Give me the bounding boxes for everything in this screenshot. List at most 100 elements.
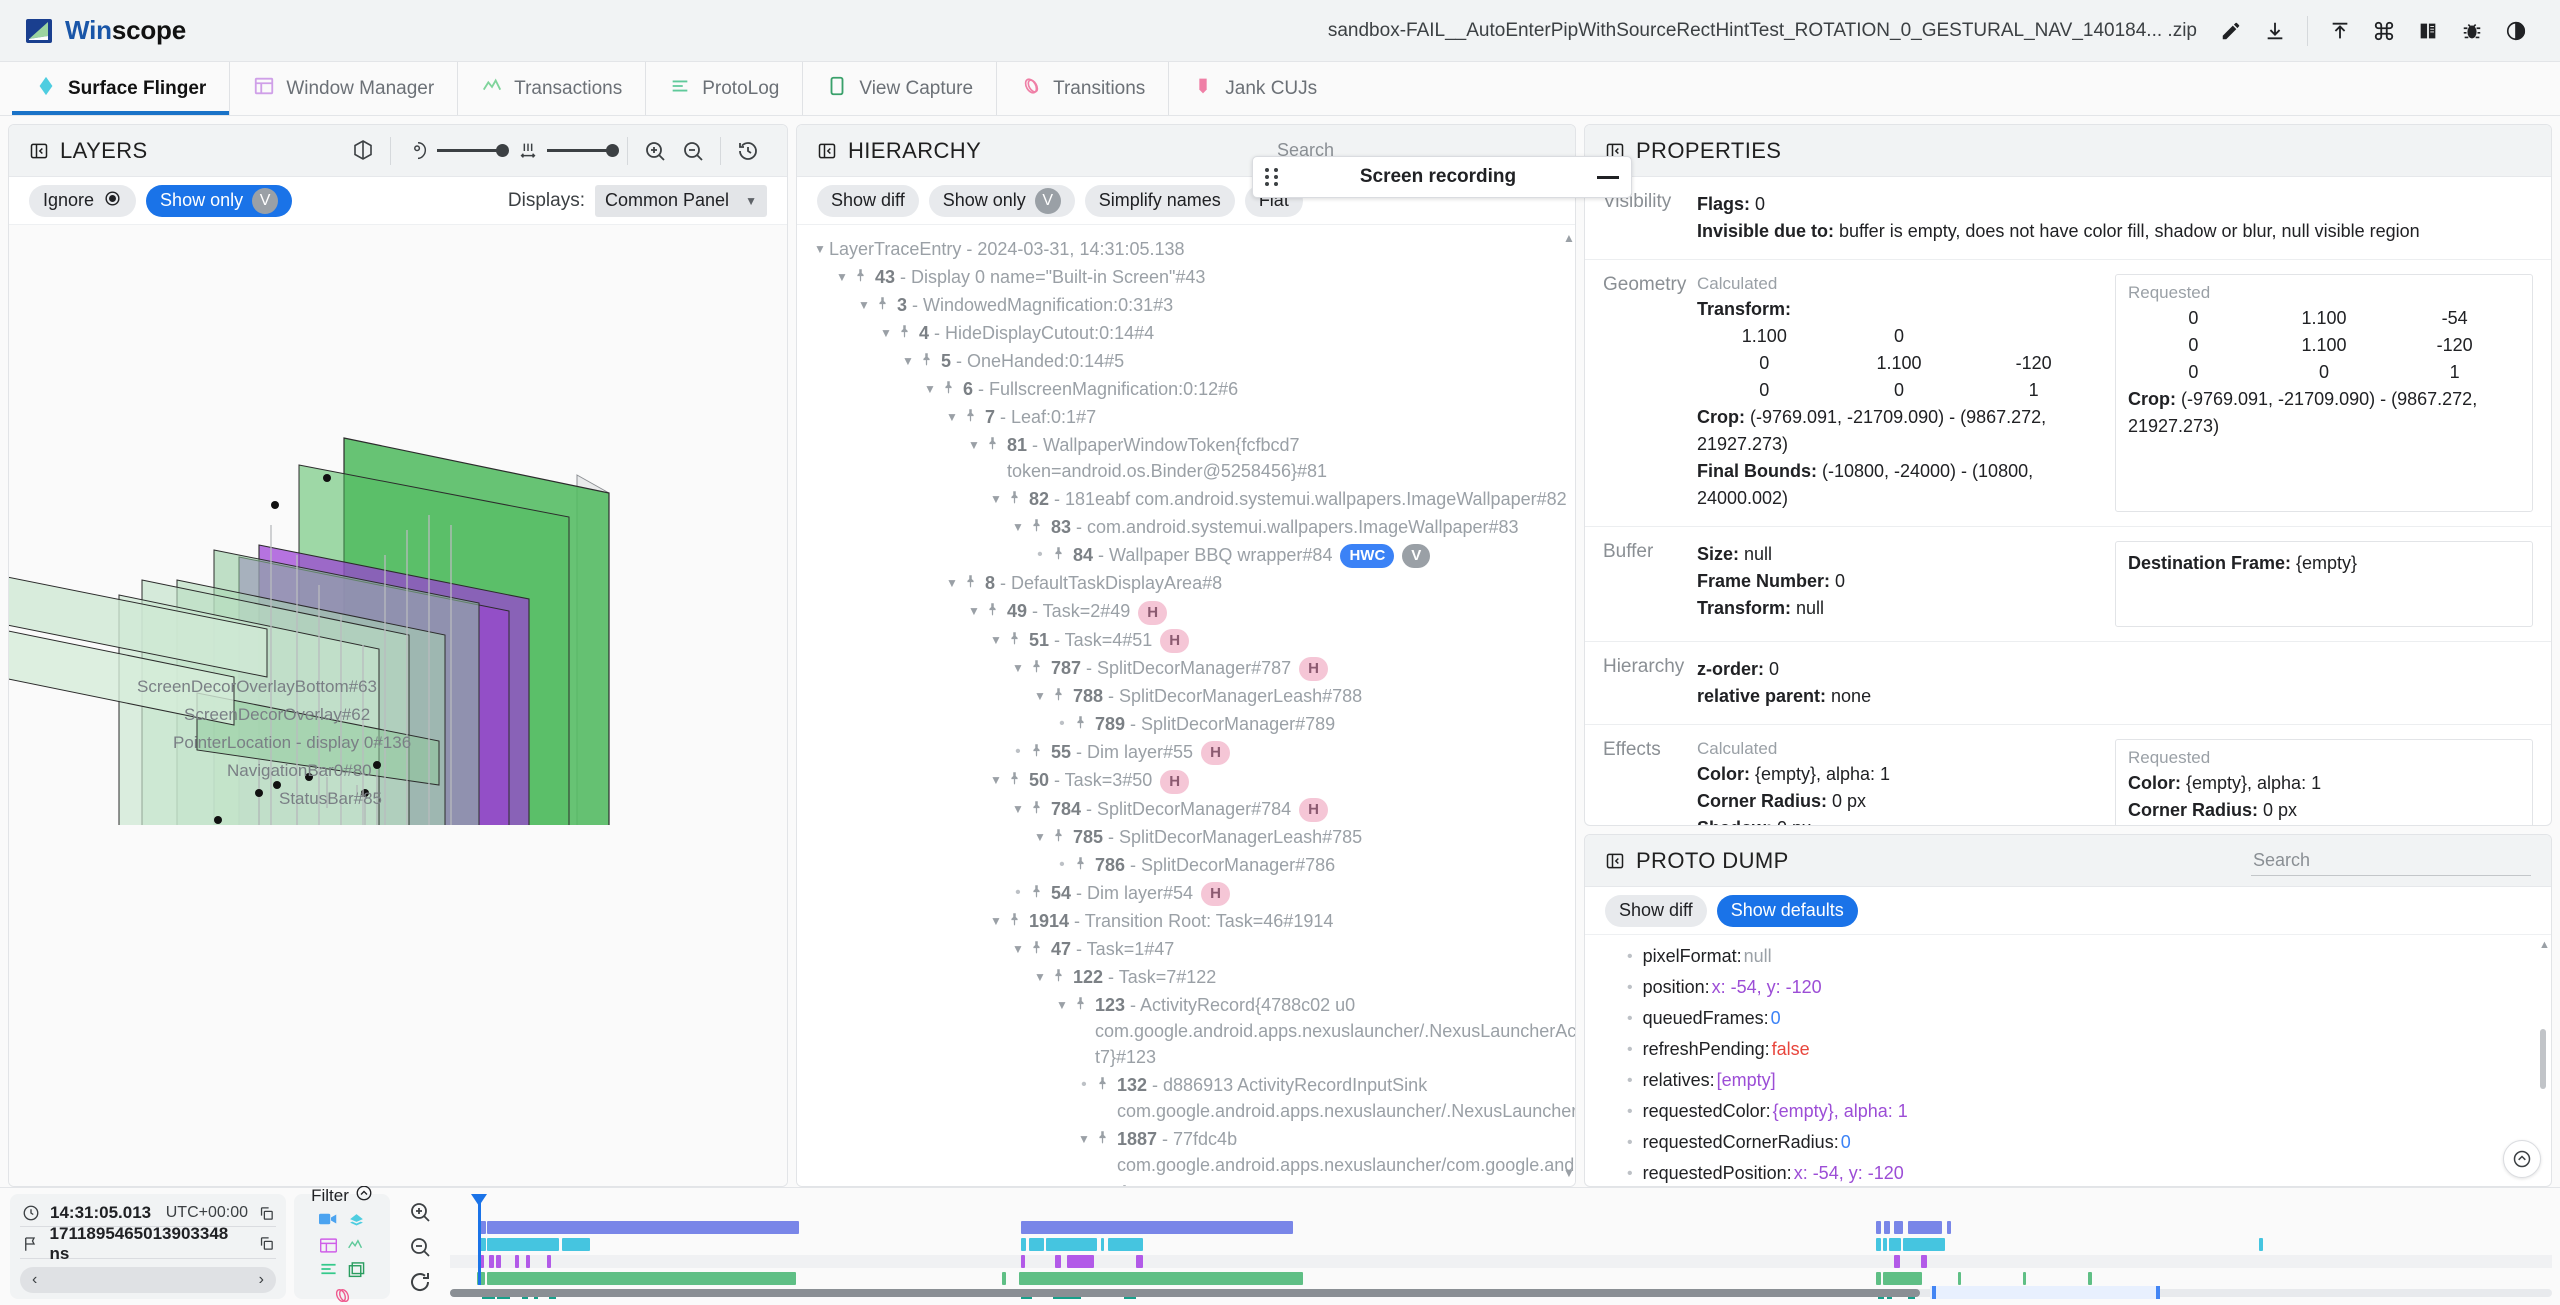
- trace-block[interactable]: [2087, 1272, 2092, 1285]
- proto-dump-item[interactable]: • requestedPosition: x: -54, y: -120: [1585, 1158, 2551, 1186]
- trace-block[interactable]: [2258, 1238, 2264, 1251]
- trace-block[interactable]: [1889, 1238, 1901, 1251]
- proto-dump-item[interactable]: • position: x: -54, y: -120: [1585, 972, 2551, 1003]
- tab-surface-flinger[interactable]: Surface Flinger: [12, 62, 231, 115]
- restore-icon[interactable]: [729, 132, 767, 170]
- upload-icon[interactable]: [2318, 9, 2362, 53]
- trace-block[interactable]: [1055, 1255, 1061, 1268]
- tree-node[interactable]: • 84 - Wallpaper BBQ wrapper#84 HWC V: [797, 541, 1575, 569]
- pin-icon[interactable]: [897, 320, 913, 346]
- pin-icon[interactable]: [1051, 542, 1067, 568]
- tree-node[interactable]: ▼ 82 - 181eabf com.android.systemui.wallp…: [797, 485, 1575, 513]
- trace-block[interactable]: [1893, 1221, 1903, 1234]
- trace-block[interactable]: [546, 1255, 552, 1268]
- edit-icon[interactable]: [2209, 9, 2253, 53]
- trace-block[interactable]: [1020, 1238, 1027, 1251]
- tree-node[interactable]: ▼ 785 - SplitDecorManagerLeash#785: [797, 823, 1575, 851]
- pin-icon[interactable]: [1073, 852, 1089, 878]
- tree-node[interactable]: ▼ 123 - ActivityRecord{4788c02 u0 com.goo…: [797, 991, 1575, 1071]
- expand-collapse-caret-icon[interactable]: ▼: [1034, 689, 1046, 703]
- prev-entry-button[interactable]: ‹: [32, 1271, 38, 1289]
- trace-block[interactable]: [1002, 1272, 1006, 1285]
- tree-node[interactable]: ▼ 81 - WallpaperWindowToken{fcfbcd7 token…: [797, 431, 1575, 485]
- trace-block[interactable]: [480, 1238, 486, 1251]
- proto-scrollbar[interactable]: ▲: [2539, 939, 2550, 1182]
- trace-block[interactable]: [1884, 1221, 1890, 1234]
- pin-icon[interactable]: [853, 264, 869, 290]
- scroll-up-arrow-icon[interactable]: ▲: [1562, 231, 1575, 245]
- pin-icon[interactable]: [1095, 1126, 1111, 1152]
- timeline-playhead[interactable]: [471, 1194, 487, 1285]
- expand-collapse-caret-icon[interactable]: ▼: [858, 298, 870, 312]
- proto-dump-search[interactable]: Search: [2250, 846, 2531, 876]
- next-entry-button[interactable]: ›: [258, 1271, 264, 1289]
- tab-protolog[interactable]: ProtoLog: [646, 62, 804, 115]
- minimize-icon[interactable]: [1597, 175, 1619, 179]
- pin-icon[interactable]: [963, 570, 979, 596]
- timeline-scrollbar-thumb[interactable]: [450, 1289, 1920, 1297]
- show-defaults-button[interactable]: Show defaults: [1716, 894, 1858, 927]
- trace-block[interactable]: [489, 1255, 494, 1268]
- expand-collapse-caret-icon[interactable]: ▼: [1034, 829, 1046, 844]
- show-only-button[interactable]: Show only V: [928, 184, 1075, 217]
- surface-flinger-icon[interactable]: [348, 1212, 365, 1234]
- tree-node[interactable]: ▼ 1887 - 77fdc4b com.google.android.apps.…: [797, 1125, 1575, 1179]
- proto-dump-item[interactable]: • relatives: [empty]: [1585, 1065, 2551, 1096]
- tree-node[interactable]: • 55 - Dim layer#55 H: [797, 738, 1575, 766]
- pin-icon[interactable]: [1051, 964, 1067, 990]
- layers-3d-view[interactable]: ScreenDecorOverlayBottom#63 ScreenDecorO…: [9, 225, 787, 1186]
- trace-row-protolog[interactable]: [450, 1272, 2552, 1285]
- trace-block[interactable]: [526, 1255, 530, 1268]
- expand-collapse-caret-icon[interactable]: ▼: [990, 632, 1002, 647]
- tree-node[interactable]: • 789 - SplitDecorManager#789: [797, 710, 1575, 738]
- pin-icon[interactable]: [1029, 796, 1045, 822]
- pin-icon[interactable]: [963, 404, 979, 430]
- tree-node[interactable]: • 1888 - com.google.android.apps.nexuslau…: [797, 1179, 1575, 1186]
- trace-block[interactable]: [514, 1255, 520, 1268]
- tree-node[interactable]: ▼ 83 - com.android.systemui.wallpapers.Im…: [797, 513, 1575, 541]
- pin-icon[interactable]: [985, 432, 1001, 458]
- trace-block[interactable]: [1108, 1238, 1143, 1251]
- trace-block[interactable]: [1882, 1272, 1922, 1285]
- tree-node[interactable]: ▼ 8 - DefaultTaskDisplayArea#8: [797, 569, 1575, 597]
- pin-icon[interactable]: [875, 292, 891, 318]
- timeline-scrollbar[interactable]: [450, 1289, 2552, 1297]
- trace-block[interactable]: [1101, 1238, 1105, 1251]
- trace-row-screen-recording[interactable]: [450, 1221, 2552, 1234]
- shortcuts-icon[interactable]: [2362, 9, 2406, 53]
- zoom-out-icon[interactable]: [674, 132, 712, 170]
- pin-icon[interactable]: [1029, 655, 1045, 681]
- hierarchy-tree[interactable]: ▼ LayerTraceEntry - 2024-03-31, 14:31:05.…: [796, 225, 1575, 1186]
- pin-icon[interactable]: [1029, 739, 1045, 765]
- trace-block[interactable]: [1018, 1272, 1303, 1285]
- trace-block[interactable]: [1136, 1255, 1143, 1268]
- tab-jank-cujs[interactable]: Jank CUJs: [1169, 62, 1340, 115]
- trace-block[interactable]: [2023, 1272, 2026, 1285]
- trace-block[interactable]: [480, 1255, 485, 1268]
- trace-block[interactable]: [1876, 1238, 1881, 1251]
- trace-block[interactable]: [1020, 1255, 1026, 1268]
- trace-block[interactable]: [562, 1238, 590, 1251]
- pin-icon[interactable]: [919, 348, 935, 374]
- trace-block[interactable]: [487, 1272, 796, 1285]
- expand-collapse-caret-icon[interactable]: ▼: [1012, 520, 1024, 534]
- scroll-to-top-button[interactable]: [2502, 1140, 2541, 1178]
- expand-collapse-caret-icon[interactable]: ▼: [946, 576, 958, 591]
- expand-collapse-caret-icon[interactable]: ▼: [1056, 998, 1068, 1012]
- trace-block[interactable]: [480, 1221, 486, 1234]
- trace-block[interactable]: [1907, 1221, 1943, 1234]
- pin-icon[interactable]: [1007, 627, 1023, 653]
- tab-transactions[interactable]: Transactions: [458, 62, 647, 115]
- tree-scrollbar[interactable]: ▲ ▼: [1562, 231, 1575, 1180]
- show-only-button[interactable]: Show only V: [146, 184, 293, 217]
- trace-row-surface-flinger[interactable]: [450, 1238, 2552, 1251]
- tree-node[interactable]: ▼ 51 - Task=4#51 H: [797, 626, 1575, 654]
- trace-block[interactable]: [1958, 1272, 1962, 1285]
- pin-icon[interactable]: [1073, 992, 1089, 1018]
- expand-collapse-caret-icon[interactable]: ▼: [968, 438, 980, 452]
- pin-icon[interactable]: [1073, 711, 1089, 737]
- expand-collapse-caret-icon[interactable]: ▼: [1034, 970, 1046, 984]
- tree-node[interactable]: ▼ 5 - OneHanded:0:14#5: [797, 347, 1575, 375]
- expand-collapse-caret-icon[interactable]: ▼: [1012, 942, 1024, 956]
- show-diff-button[interactable]: Show diff: [1604, 894, 1707, 927]
